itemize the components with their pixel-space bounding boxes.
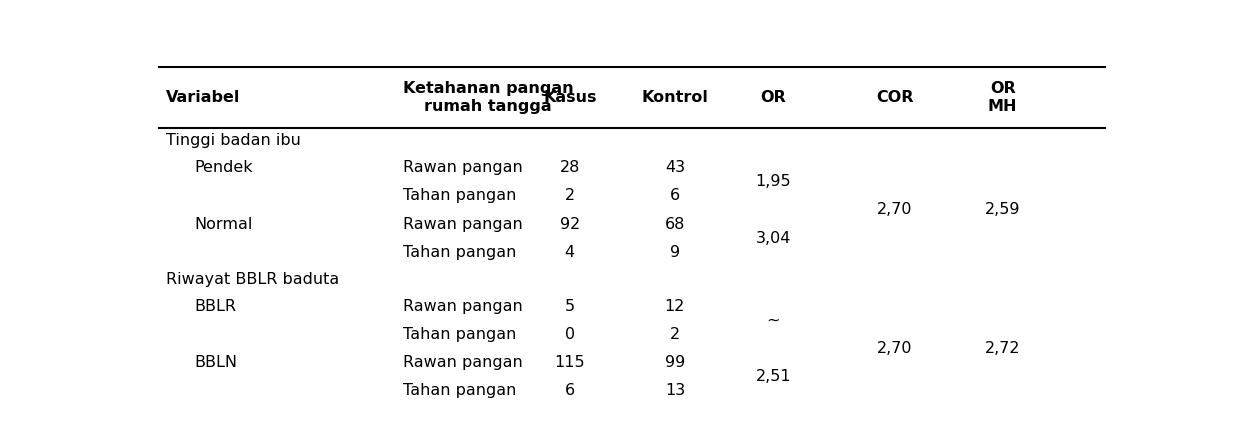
Text: 12: 12 <box>665 299 686 314</box>
Text: COR: COR <box>875 90 914 105</box>
Text: 2: 2 <box>565 188 575 203</box>
Text: Rawan pangan: Rawan pangan <box>403 355 523 370</box>
Text: Riwayat BBLR baduta: Riwayat BBLR baduta <box>165 272 339 287</box>
Text: Rawan pangan: Rawan pangan <box>403 299 523 314</box>
Text: Rawan pangan: Rawan pangan <box>403 160 523 175</box>
Text: 2,59: 2,59 <box>985 202 1021 217</box>
Text: Rawan pangan: Rawan pangan <box>403 216 523 232</box>
Text: 6: 6 <box>565 384 575 398</box>
Text: BBLN: BBLN <box>195 355 237 370</box>
Text: 68: 68 <box>665 216 686 232</box>
Text: Kontrol: Kontrol <box>641 90 708 105</box>
Text: 28: 28 <box>560 160 580 175</box>
Text: Tahan pangan: Tahan pangan <box>403 188 515 203</box>
Text: 6: 6 <box>670 188 679 203</box>
Text: Variabel: Variabel <box>165 90 240 105</box>
Text: Pendek: Pendek <box>195 160 253 175</box>
Text: 43: 43 <box>665 160 686 175</box>
Text: 0: 0 <box>565 327 575 342</box>
Text: Normal: Normal <box>195 216 253 232</box>
Text: 2: 2 <box>670 327 679 342</box>
Text: Kasus: Kasus <box>543 90 597 105</box>
Text: 9: 9 <box>670 245 679 260</box>
Text: 3,04: 3,04 <box>756 231 792 245</box>
Text: 115: 115 <box>555 355 586 370</box>
Text: OR
MH: OR MH <box>988 81 1017 114</box>
Text: 2,70: 2,70 <box>877 202 912 217</box>
Text: 2,51: 2,51 <box>756 369 792 384</box>
Text: OR: OR <box>761 90 787 105</box>
Text: 2,70: 2,70 <box>877 341 912 356</box>
Text: 5: 5 <box>565 299 575 314</box>
Text: ~: ~ <box>767 313 780 328</box>
Text: 4: 4 <box>565 245 575 260</box>
Text: Tahan pangan: Tahan pangan <box>403 245 515 260</box>
Text: 92: 92 <box>560 216 580 232</box>
Text: BBLR: BBLR <box>195 299 237 314</box>
Text: Tahan pangan: Tahan pangan <box>403 327 515 342</box>
Text: 1,95: 1,95 <box>756 174 792 189</box>
Text: Tinggi badan ibu: Tinggi badan ibu <box>165 133 301 148</box>
Text: Tahan pangan: Tahan pangan <box>403 384 515 398</box>
Text: 99: 99 <box>665 355 686 370</box>
Text: 2,72: 2,72 <box>985 341 1021 356</box>
Text: Ketahanan pangan
rumah tangga: Ketahanan pangan rumah tangga <box>403 81 573 114</box>
Text: 13: 13 <box>665 384 686 398</box>
